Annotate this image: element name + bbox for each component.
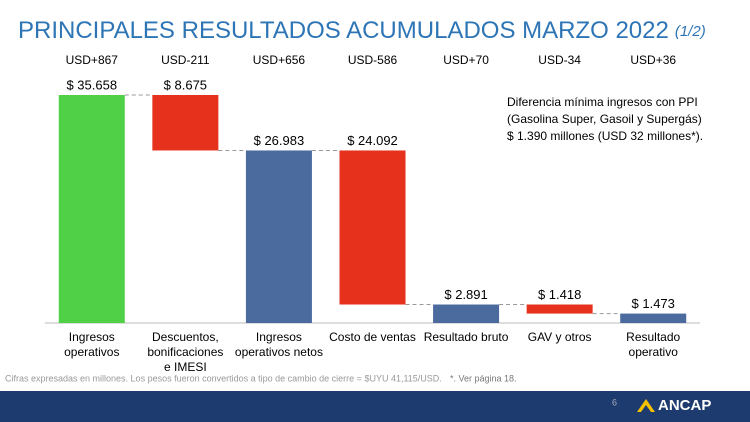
x-tick-label: Ingresos operativos netos (234, 330, 323, 359)
top-label: USD+656 (253, 53, 306, 67)
value-label: $ 2.891 (444, 287, 487, 302)
bar (620, 313, 687, 323)
x-tick-label: Ingresos operativos (64, 330, 120, 359)
bar (152, 95, 219, 151)
value-label: $ 24.092 (347, 133, 398, 148)
x-tick-label: Resultado bruto (423, 330, 509, 344)
value-label: $ 8.675 (164, 77, 207, 92)
bar (526, 304, 593, 314)
chart-title: PRINCIPALES RESULTADOS ACUMULADOS MARZO … (18, 17, 706, 44)
bar (245, 150, 312, 323)
top-label: USD-34 (538, 53, 581, 67)
value-label: $ 26.983 (254, 133, 305, 148)
x-tick-label: Resultado operativo (626, 330, 681, 359)
page-number: 6 (612, 397, 617, 407)
value-label: $ 1.473 (632, 296, 675, 311)
top-label: USD-211 (161, 53, 210, 67)
x-tick-label: GAV y otros (527, 330, 592, 344)
top-label: USD+36 (630, 53, 676, 67)
top-label: USD+867 (66, 53, 119, 67)
value-label: $ 1.418 (538, 287, 581, 302)
annotation: Diferencia mínima ingresos con PPI (507, 95, 698, 109)
annotation: (Gasolina Super, Gasoil y Supergás) (507, 112, 702, 126)
top-label: USD-586 (348, 53, 398, 67)
footnote: Cifras expresadas en millones. Los pesos… (5, 373, 442, 383)
bar (339, 150, 406, 305)
bar (433, 304, 500, 323)
title: PRINCIPALES RESULTADOS ACUMULADOS MARZO … (18, 17, 669, 44)
bar (58, 95, 125, 323)
annotation: $ 1.390 millones (USD 32 millones*). (507, 129, 703, 143)
x-tick-label: Descuentos, bonificaciones e IMESI (147, 330, 224, 374)
top-label: USD+70 (443, 53, 489, 67)
x-tick-label: Costo de ventas (329, 330, 416, 344)
value-label: $ 35.658 (66, 77, 117, 92)
logo-icon (637, 399, 655, 412)
footnote2: *. Ver página 18. (450, 373, 517, 383)
subtitle: (1/2) (675, 23, 706, 40)
logo: ANCAP (658, 397, 711, 414)
footer (0, 391, 750, 422)
